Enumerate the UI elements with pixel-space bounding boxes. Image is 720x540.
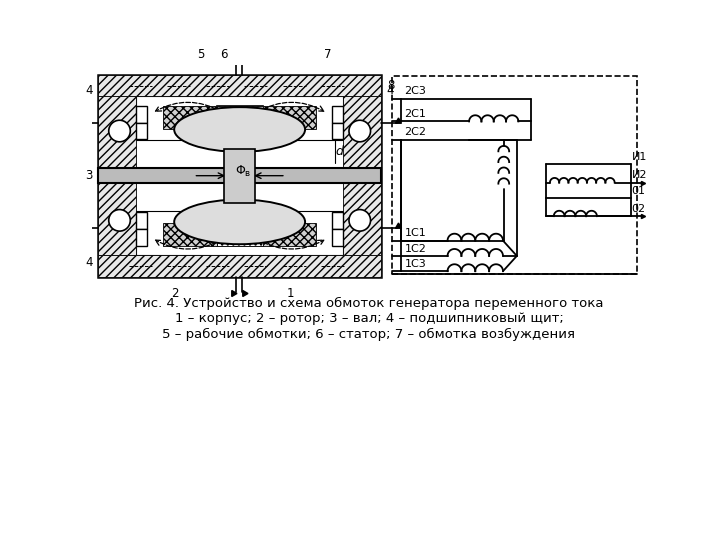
- Text: 2С1: 2С1: [405, 109, 426, 119]
- Bar: [137, 211, 343, 255]
- Text: И1: И1: [631, 152, 647, 162]
- Text: 2С2: 2С2: [405, 127, 426, 138]
- Bar: [332, 229, 343, 246]
- Bar: [217, 221, 263, 246]
- Bar: [332, 106, 343, 123]
- Text: 5 – рабочие обмотки; 6 – статор; 7 – обмотка возбуждения: 5 – рабочие обмотки; 6 – статор; 7 – обм…: [163, 328, 575, 341]
- Text: 1: 1: [287, 287, 294, 300]
- Bar: [262, 222, 316, 246]
- Text: 02: 02: [631, 204, 646, 214]
- Text: 8: 8: [387, 79, 395, 92]
- Bar: [262, 106, 316, 129]
- Bar: [163, 222, 217, 246]
- Bar: [137, 96, 343, 140]
- Ellipse shape: [174, 200, 305, 244]
- Circle shape: [349, 120, 371, 142]
- Text: 2С3: 2С3: [405, 86, 426, 96]
- Text: 6: 6: [220, 48, 228, 62]
- Text: 4: 4: [85, 84, 92, 97]
- Bar: [98, 168, 382, 184]
- Text: 7: 7: [324, 48, 331, 62]
- Ellipse shape: [174, 107, 305, 152]
- Text: 01: 01: [631, 186, 646, 195]
- Text: 3: 3: [85, 169, 92, 182]
- Text: 5: 5: [197, 48, 204, 62]
- Bar: [343, 96, 382, 255]
- Bar: [137, 123, 148, 139]
- Text: d: d: [335, 145, 343, 158]
- Bar: [98, 255, 382, 276]
- Bar: [332, 212, 343, 229]
- Bar: [137, 229, 148, 246]
- Text: 1С2: 1С2: [405, 244, 426, 254]
- Bar: [98, 75, 382, 276]
- Text: 1 – корпус; 2 – ротор; 3 – вал; 4 – подшипниковый щит;: 1 – корпус; 2 – ротор; 3 – вал; 4 – подш…: [175, 313, 563, 326]
- Bar: [217, 221, 263, 246]
- Text: 1С1: 1С1: [405, 228, 426, 238]
- Text: 1С3: 1С3: [405, 259, 426, 269]
- Text: И2: И2: [631, 170, 647, 180]
- Bar: [392, 76, 637, 274]
- Text: Рис. 4. Устройство и схема обмоток генератора переменного тока: Рис. 4. Устройство и схема обмоток генер…: [134, 297, 604, 310]
- Bar: [217, 106, 263, 130]
- Bar: [163, 106, 217, 129]
- Bar: [217, 106, 263, 130]
- Bar: [98, 75, 382, 96]
- Circle shape: [349, 210, 371, 231]
- Bar: [137, 212, 148, 229]
- Bar: [332, 123, 343, 139]
- Bar: [137, 106, 148, 123]
- Text: $\Phi_\mathrm{в}$: $\Phi_\mathrm{в}$: [235, 164, 252, 179]
- Circle shape: [109, 120, 130, 142]
- Bar: [98, 96, 137, 255]
- Text: 4: 4: [85, 256, 92, 269]
- Text: 4: 4: [387, 84, 395, 97]
- Bar: [224, 148, 255, 202]
- Circle shape: [109, 210, 130, 231]
- Text: 2: 2: [171, 287, 179, 300]
